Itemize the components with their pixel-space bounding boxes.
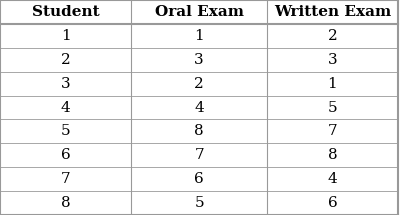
Text: 2: 2 (328, 29, 337, 43)
Text: 5: 5 (61, 124, 70, 138)
Text: 3: 3 (194, 53, 204, 67)
Text: Oral Exam: Oral Exam (155, 5, 243, 19)
Text: 8: 8 (61, 196, 70, 210)
Text: 8: 8 (194, 124, 204, 138)
Text: 1: 1 (328, 77, 337, 91)
Text: 7: 7 (328, 124, 337, 138)
Text: 3: 3 (61, 77, 70, 91)
Text: 8: 8 (328, 148, 337, 162)
Text: Written Exam: Written Exam (274, 5, 391, 19)
Text: 7: 7 (194, 148, 204, 162)
Text: 6: 6 (194, 172, 204, 186)
Text: 5: 5 (328, 100, 337, 115)
Text: 6: 6 (328, 196, 337, 210)
Text: Student: Student (32, 5, 100, 19)
Text: 2: 2 (194, 77, 204, 91)
Text: 1: 1 (194, 29, 204, 43)
Text: 4: 4 (328, 172, 337, 186)
Text: 4: 4 (194, 100, 204, 115)
Text: 7: 7 (61, 172, 70, 186)
Text: 1: 1 (61, 29, 70, 43)
Text: 5: 5 (194, 196, 204, 210)
Text: 3: 3 (328, 53, 337, 67)
Text: 4: 4 (61, 100, 70, 115)
Text: 6: 6 (61, 148, 70, 162)
Text: 2: 2 (61, 53, 70, 67)
